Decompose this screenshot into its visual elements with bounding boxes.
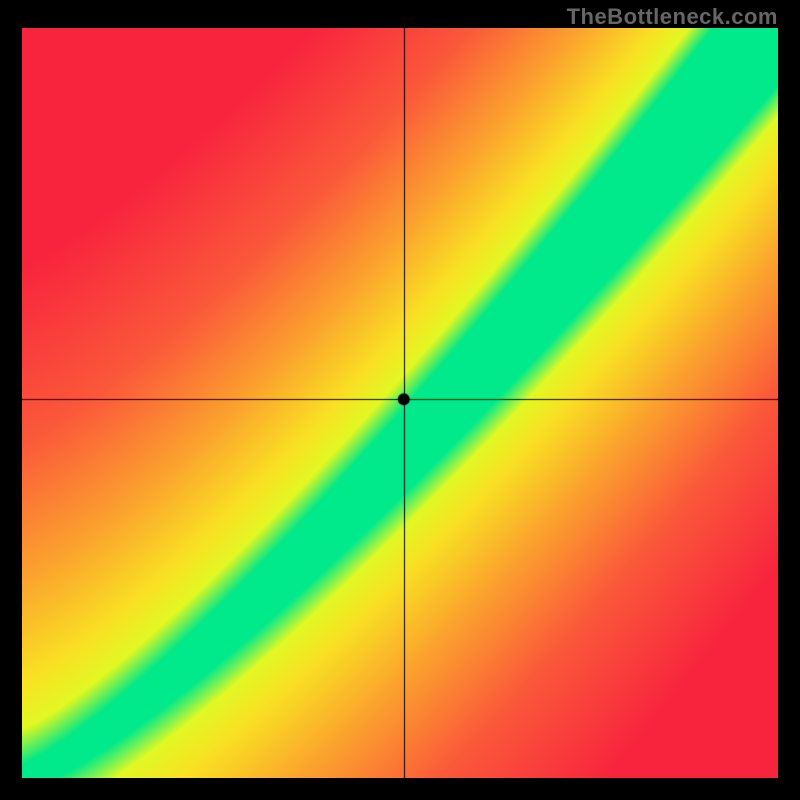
chart-container: TheBottleneck.com — [0, 0, 800, 800]
watermark-text: TheBottleneck.com — [567, 4, 778, 30]
bottleneck-heatmap — [22, 28, 778, 778]
